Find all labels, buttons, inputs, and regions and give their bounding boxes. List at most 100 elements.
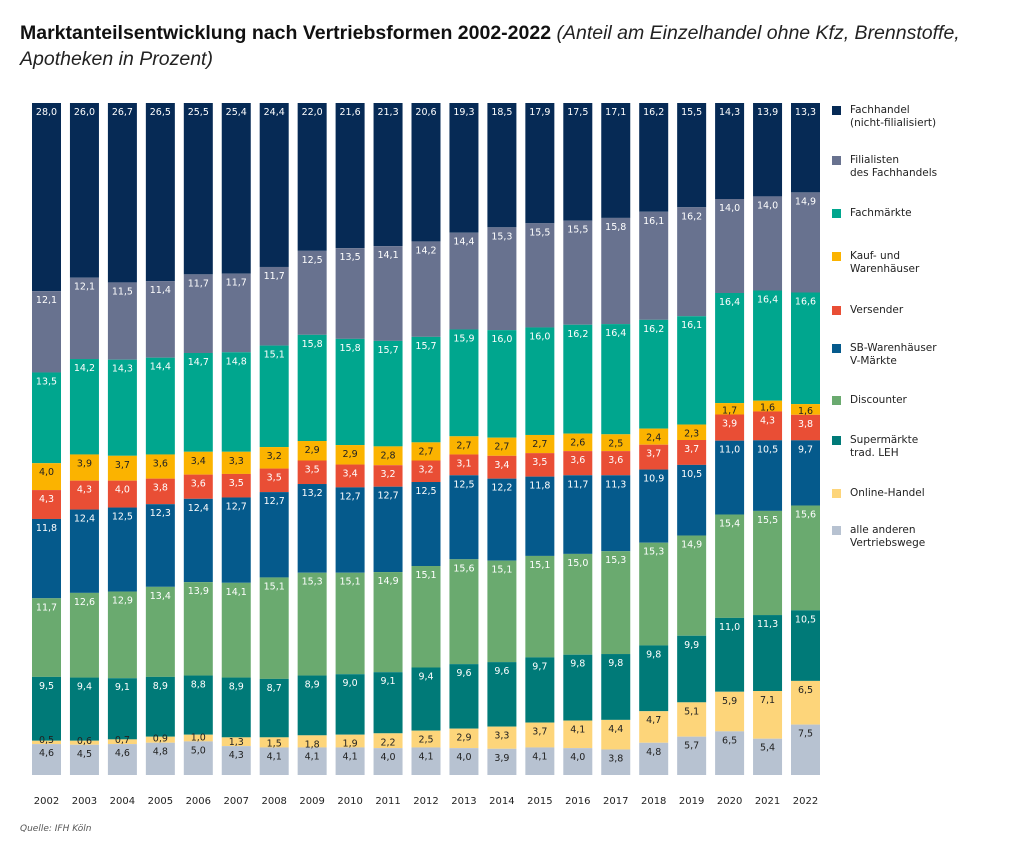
x-tick-label: 2012 [413, 796, 438, 807]
bar-segment [487, 103, 517, 228]
data-label: 2,8 [380, 450, 395, 461]
bar-segment [601, 451, 631, 476]
data-label: 14,9 [795, 196, 816, 207]
data-label: 13,9 [188, 586, 209, 597]
bar-segment [183, 675, 213, 735]
source-note: Quelle: IFH Köln [20, 824, 92, 834]
data-label: 10,5 [757, 444, 778, 455]
data-label: 13,3 [795, 107, 816, 118]
data-label: 4,3 [39, 494, 54, 505]
bar-segment [753, 510, 783, 616]
data-label: 12,4 [188, 503, 209, 514]
data-label: 10,9 [643, 474, 664, 485]
x-tick-label: 2005 [148, 796, 173, 807]
bar-segment [259, 468, 289, 493]
data-label: 12,9 [112, 596, 133, 607]
data-label: 11,8 [36, 523, 57, 534]
bar-segment [107, 455, 137, 481]
bar-segment [297, 735, 327, 748]
legend-item: SB-Warenhäuser V-Märkte [832, 342, 937, 368]
data-label: 4,8 [646, 747, 661, 758]
bar-segment [487, 455, 517, 479]
bar-segment [145, 454, 175, 479]
bar-segment [753, 103, 783, 197]
data-label: 8,7 [267, 683, 282, 694]
legend-item: alle anderen Vertriebswege [832, 524, 925, 550]
x-tick-label: 2011 [375, 796, 400, 807]
bar-segment [525, 434, 555, 454]
data-label: 3,9 [77, 458, 92, 469]
bars-group [32, 103, 820, 775]
bar-segment [297, 675, 327, 736]
data-label: 0,6 [77, 736, 92, 747]
data-label: 16,2 [681, 211, 702, 222]
bar-segment [563, 103, 593, 221]
data-label: 3,7 [115, 460, 130, 471]
bar-segment [335, 572, 365, 675]
bar-segment [411, 730, 441, 748]
data-label: 1,7 [722, 406, 737, 417]
data-label: 1,8 [305, 739, 320, 750]
data-label: 9,6 [494, 666, 509, 677]
bar-segment [297, 250, 327, 335]
data-label: 12,2 [491, 483, 512, 494]
legend-item: Fachhandel (nicht-filialisiert) [832, 104, 936, 130]
bar-segment [715, 514, 745, 618]
bar-segment [221, 677, 251, 738]
bar-segment [563, 451, 593, 476]
data-label: 5,7 [684, 741, 699, 752]
data-label: 14,4 [150, 362, 171, 373]
bar-segment [677, 207, 707, 317]
bar-segment [145, 742, 175, 775]
bar-segment [753, 440, 783, 511]
bar-segment [601, 434, 631, 452]
data-label: 2,9 [343, 449, 358, 460]
bar-segment [563, 433, 593, 452]
bar-segment [753, 400, 783, 412]
data-label: 3,4 [494, 460, 509, 471]
bar-segment [221, 352, 251, 452]
bar-segment [639, 103, 669, 212]
data-label: 16,1 [643, 216, 664, 227]
x-tick-label: 2019 [679, 796, 704, 807]
legend-label: Versender [850, 304, 904, 316]
data-label: 15,5 [529, 227, 550, 238]
data-label: 16,2 [643, 107, 664, 118]
data-label: 17,9 [529, 107, 550, 118]
bar-segment [791, 404, 820, 415]
data-label: 11,8 [529, 481, 550, 492]
data-label: 5,1 [684, 706, 699, 717]
data-label: 14,3 [719, 107, 740, 118]
data-label: 3,3 [494, 731, 509, 742]
data-label: 11,0 [719, 622, 740, 633]
bar-segment [639, 742, 669, 775]
bar-segment [791, 724, 820, 775]
data-label: 15,6 [453, 563, 474, 574]
data-label: 9,7 [532, 661, 547, 672]
data-label: 0,9 [153, 734, 168, 745]
legend-label: Discounter [850, 394, 907, 406]
bar-segment [297, 334, 327, 442]
data-label: 1,5 [267, 738, 282, 749]
legend-label: Kauf- und Warenhäuser [850, 250, 920, 275]
bar-segment [411, 460, 441, 482]
data-label: 2,5 [418, 735, 433, 746]
bar-segment [297, 484, 327, 573]
bar-segment [335, 338, 365, 446]
data-label: 12,1 [74, 282, 95, 293]
bar-segment [487, 227, 517, 331]
x-tick-label: 2022 [793, 796, 818, 807]
bar-segment [145, 676, 175, 737]
data-label: 15,8 [302, 339, 323, 350]
data-label: 9,5 [39, 681, 54, 692]
data-label: 26,7 [112, 107, 133, 118]
data-label: 9,8 [646, 649, 661, 660]
data-label: 12,3 [150, 508, 171, 519]
bar-segment [411, 336, 441, 443]
bar-segment [373, 446, 403, 466]
chart-title-main: Marktanteilsentwicklung nach Vertriebsfo… [20, 22, 552, 44]
x-tick-label: 2006 [186, 796, 211, 807]
bar-segment [601, 217, 631, 325]
bar-segment [107, 591, 137, 679]
data-label: 0,5 [39, 735, 54, 746]
